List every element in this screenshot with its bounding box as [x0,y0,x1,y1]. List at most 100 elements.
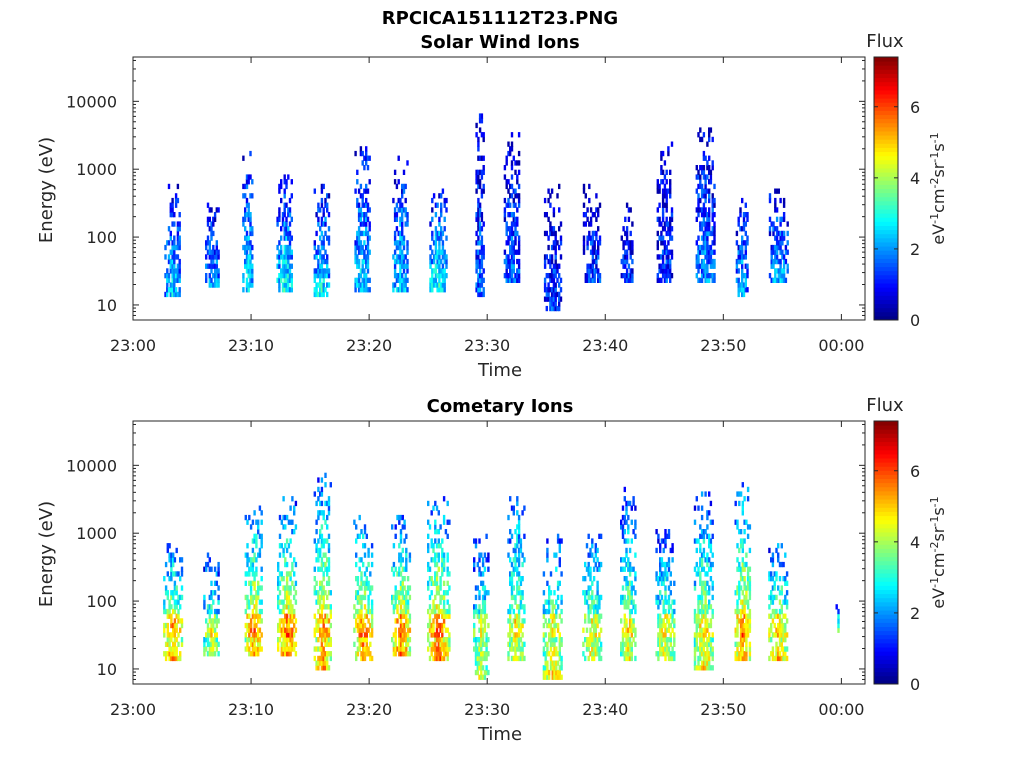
heatmap-cell [546,599,549,605]
heatmap-cell [367,618,370,624]
heatmap-cell [365,263,368,269]
heatmap-cell [213,651,217,657]
heatmap-cell [428,524,432,530]
heatmap-cell [708,169,711,175]
heatmap-cell [287,627,291,633]
heatmap-cell [700,514,704,521]
heatmap-cell [742,287,746,293]
heatmap-cell [431,277,434,283]
heatmap-cell [401,216,404,222]
heatmap-cell [394,590,397,596]
colorbar-tick-label: 2 [910,240,920,259]
heatmap-cell [429,244,432,251]
heatmap-cell [743,627,746,633]
heatmap-cell [550,230,554,237]
heatmap-cell [662,622,665,629]
heatmap-cell [746,566,750,572]
heatmap-cell [512,594,515,601]
heatmap-cell [248,514,251,521]
heatmap-cell [784,599,787,605]
heatmap-cell [278,240,281,246]
heatmap-cell [365,230,368,237]
heatmap-cell [708,632,711,638]
heatmap-cell [280,183,283,190]
heatmap-cell [175,651,178,657]
heatmap-cell [477,202,480,208]
heatmap-cell [176,273,180,279]
heatmap-cell [164,244,167,251]
heatmap-cell [360,529,363,535]
heatmap-cell [748,524,752,530]
heatmap-cell [478,202,482,208]
heatmap-cell [435,561,439,568]
heatmap-cell [512,571,515,577]
heatmap-cell [287,174,290,180]
heatmap-cell [632,500,635,507]
heatmap-cell [782,622,785,629]
heatmap-cell [315,519,318,525]
heatmap-cell [289,571,292,577]
heatmap-cell [434,240,438,246]
heatmap-cell [392,608,396,615]
heatmap-cell [623,651,626,657]
heatmap-cell [320,533,324,539]
heatmap-cell [173,646,177,652]
heatmap-cell [317,627,320,633]
heatmap-cell [630,641,633,647]
heatmap-cell [700,136,704,143]
heatmap-cell [166,287,169,293]
heatmap-cell [554,258,557,265]
heatmap-cell [669,258,672,265]
heatmap-cell [673,632,676,638]
heatmap-cell [748,594,752,601]
heatmap-cell [169,212,172,218]
heatmap-cell [702,273,706,279]
heatmap-cell [401,235,404,241]
heatmap-cell [667,608,671,615]
heatmap-cell [695,632,698,638]
heatmap-cell [774,249,777,255]
heatmap-cell [215,571,218,577]
heatmap-cell [356,179,359,185]
heatmap-cell [781,235,784,241]
heatmap-cell [621,585,625,591]
heatmap-cell [363,604,367,610]
heatmap-cell [546,665,549,671]
heatmap-cell [480,244,484,251]
heatmap-cell [778,613,782,619]
heatmap-cell [510,193,514,199]
heatmap-cell [655,594,658,601]
heatmap-cell [288,254,292,260]
heatmap-cell [166,282,169,288]
heatmap-cell [667,599,671,605]
heatmap-cell [777,646,780,652]
heatmap-cell [435,604,439,610]
heatmap-cell [175,627,178,633]
colorbar-band [874,536,898,541]
heatmap-cell [548,590,551,596]
heatmap-cell [294,599,298,605]
heatmap-cell [771,576,775,582]
colorbar-title: Flux [866,395,904,416]
heatmap-cell [288,230,292,237]
heatmap-cell [285,179,288,185]
heatmap-cell [357,258,361,265]
heatmap-cell [589,240,593,246]
heatmap-cell [317,557,320,563]
heatmap-cell [627,585,630,591]
heatmap-cell [663,268,667,274]
colorbar-band [874,77,898,83]
heatmap-cell [436,249,439,255]
heatmap-cell [547,282,550,288]
heatmap-cell [706,510,709,516]
heatmap-cell [559,235,563,241]
heatmap-cell [774,258,777,265]
heatmap-cell [326,291,329,298]
heatmap-cell [778,608,782,615]
heatmap-cell [249,651,253,657]
heatmap-cell [177,571,180,577]
heatmap-cell [431,249,434,255]
heatmap-cell [398,641,401,647]
heatmap-cell [521,552,524,558]
heatmap-cell [777,277,780,283]
